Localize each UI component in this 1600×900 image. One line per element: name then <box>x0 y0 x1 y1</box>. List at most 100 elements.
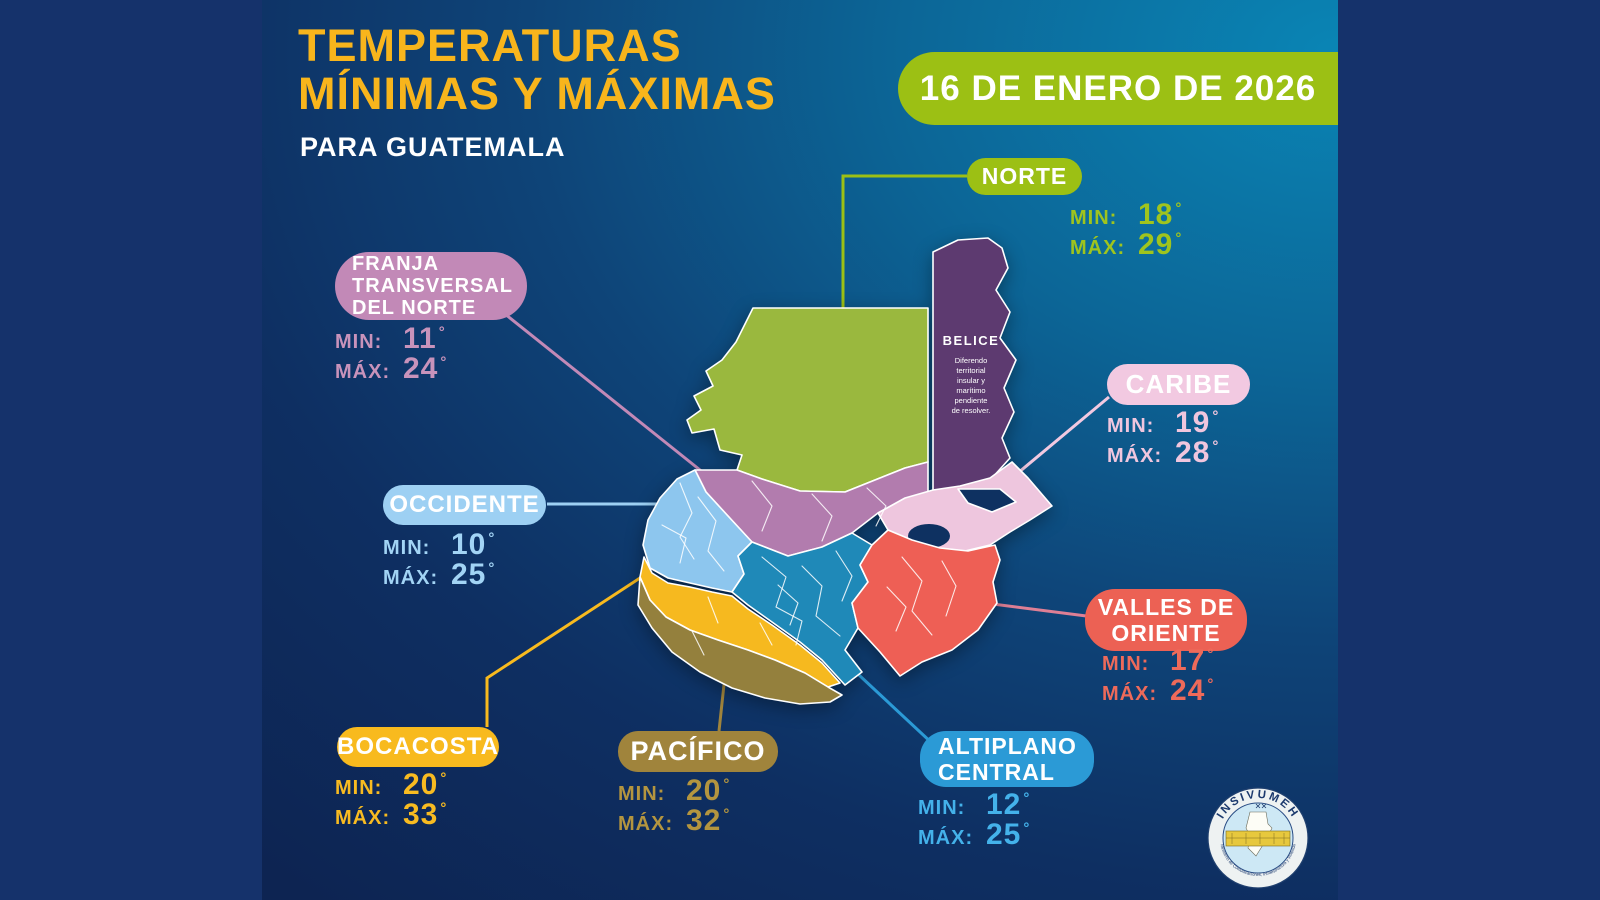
max-row: MÁX: 29 ° <box>1070 228 1181 261</box>
max-label: MÁX: <box>1102 683 1158 705</box>
region-values-valles: MIN: 17 ° MÁX: 24 ° <box>1102 644 1214 707</box>
department-border <box>866 487 887 527</box>
belice-note-line: pendiente <box>955 396 988 405</box>
region-pill-label: CENTRAL <box>938 759 1055 785</box>
department-border <box>835 550 853 602</box>
min-value: 12 <box>986 788 1022 821</box>
degree-symbol: ° <box>440 354 447 371</box>
max-row: MÁX: 32 ° <box>618 804 730 837</box>
department-border <box>697 496 725 572</box>
region-values-altiplano: MIN: 12 ° MÁX: 25 ° <box>918 788 1030 851</box>
min-row: MIN: 12 ° <box>918 788 1030 821</box>
region-pill-label: TRANSVERSAL <box>352 275 514 297</box>
degree-symbol: ° <box>488 530 495 547</box>
min-row: MIN: 10 ° <box>383 528 495 561</box>
degree-symbol: ° <box>1207 646 1214 663</box>
region-pill-label: CARIBE <box>1125 369 1232 399</box>
min-value: 11 <box>403 322 437 355</box>
logo-top-mark <box>1255 803 1267 809</box>
map-region-altiplano <box>731 532 873 686</box>
region-pill-bocacosta: BOCACOSTA <box>337 727 499 767</box>
insivumeh-logo: INSIVUMEH Ministerio de Comunicaciones, … <box>1207 787 1309 889</box>
map-region-valles <box>851 529 1001 677</box>
region-pill-norte: NORTE <box>967 158 1082 195</box>
map-region-pacifico <box>637 576 843 705</box>
connector-line-valles <box>984 601 1103 620</box>
max-value: 33 <box>403 798 439 831</box>
min-label: MIN: <box>1102 653 1150 675</box>
max-value: 28 <box>1175 436 1211 469</box>
degree-symbol: ° <box>440 770 447 787</box>
max-label: MÁX: <box>335 807 391 829</box>
min-label: MIN: <box>383 537 431 559</box>
infographic-canvas: TEMPERATURAS MÍNIMAS Y MÁXIMAS PARA GUAT… <box>262 0 1338 900</box>
min-label: MIN: <box>335 777 383 799</box>
department-border <box>886 586 907 632</box>
belice-note-line: marítimo <box>956 386 985 395</box>
max-value: 32 <box>686 804 722 837</box>
min-row: MIN: 19 ° <box>1107 406 1218 439</box>
degree-symbol: ° <box>723 806 730 823</box>
degree-symbol: ° <box>438 324 445 341</box>
min-label: MIN: <box>335 331 383 353</box>
page-title: TEMPERATURAS MÍNIMAS Y MÁXIMAS <box>298 22 776 118</box>
department-border <box>801 565 841 637</box>
max-value: 25 <box>986 818 1022 851</box>
page-subtitle: PARA GUATEMALA <box>300 132 566 162</box>
department-border <box>777 584 799 626</box>
min-label: MIN: <box>1070 207 1118 229</box>
max-label: MÁX: <box>383 567 439 589</box>
min-row: MIN: 11 ° <box>335 322 446 355</box>
connector-line-bocacosta <box>485 576 641 727</box>
department-border <box>751 480 773 532</box>
max-row: MÁX: 25 ° <box>918 818 1029 851</box>
belice-note-line: Diferendo <box>955 356 988 365</box>
min-value: 20 <box>686 774 722 807</box>
min-value: 10 <box>451 528 487 561</box>
date-badge: 16 DE ENERO DE 2026 <box>898 52 1338 125</box>
connector-line-franja <box>504 312 706 476</box>
degree-symbol: ° <box>1175 200 1182 217</box>
min-row: MIN: 17 ° <box>1102 644 1214 677</box>
min-label: MIN: <box>918 797 966 819</box>
guatemala-map: BELICE Diferendo territorial insular y m… <box>637 237 1053 705</box>
belice-label: BELICE <box>943 333 1000 348</box>
department-border <box>761 556 803 646</box>
belice-note-line: insular y <box>957 376 985 385</box>
department-border <box>691 596 773 656</box>
min-label: MIN: <box>1107 415 1155 437</box>
degree-symbol: ° <box>440 800 447 817</box>
max-value: 24 <box>403 352 439 385</box>
region-pill-label: NORTE <box>981 163 1068 189</box>
region-values-franja: MIN: 11 ° MÁX: 24 ° <box>335 322 447 385</box>
degree-symbol: ° <box>1023 790 1030 807</box>
region-pill-label: BOCACOSTA <box>337 733 499 760</box>
max-label: MÁX: <box>618 813 674 835</box>
region-pill-altiplano: ALTIPLANO CENTRAL <box>920 731 1094 787</box>
map-bay <box>957 488 1017 513</box>
region-pill-franja: FRANJA TRANSVERSAL DEL NORTE <box>335 252 527 320</box>
region-pill-occidente: OCCIDENTE <box>383 485 546 525</box>
department-border <box>661 524 687 564</box>
date-text: 16 DE ENERO DE 2026 <box>919 68 1317 108</box>
min-value: 18 <box>1138 198 1174 231</box>
min-label: MIN: <box>618 783 666 805</box>
connector-line-norte <box>841 174 967 308</box>
max-label: MÁX: <box>335 361 391 383</box>
max-row: MÁX: 24 ° <box>1102 674 1214 707</box>
logo-band-detail <box>1226 833 1290 844</box>
map-region-occidente <box>642 469 753 593</box>
max-label: MÁX: <box>1107 445 1163 467</box>
region-pill-label: OCCIDENTE <box>389 491 540 518</box>
belice-note-line: territorial <box>956 366 986 375</box>
region-values-occidente: MIN: 10 ° MÁX: 25 ° <box>383 528 495 591</box>
degree-symbol: ° <box>1207 676 1214 693</box>
region-pill-label: DEL NORTE <box>352 297 477 319</box>
logo-band <box>1225 830 1291 847</box>
min-value: 17 <box>1170 644 1206 677</box>
max-value: 29 <box>1138 228 1174 261</box>
department-border <box>901 556 933 636</box>
max-row: MÁX: 25 ° <box>383 558 494 591</box>
department-border <box>941 560 957 617</box>
